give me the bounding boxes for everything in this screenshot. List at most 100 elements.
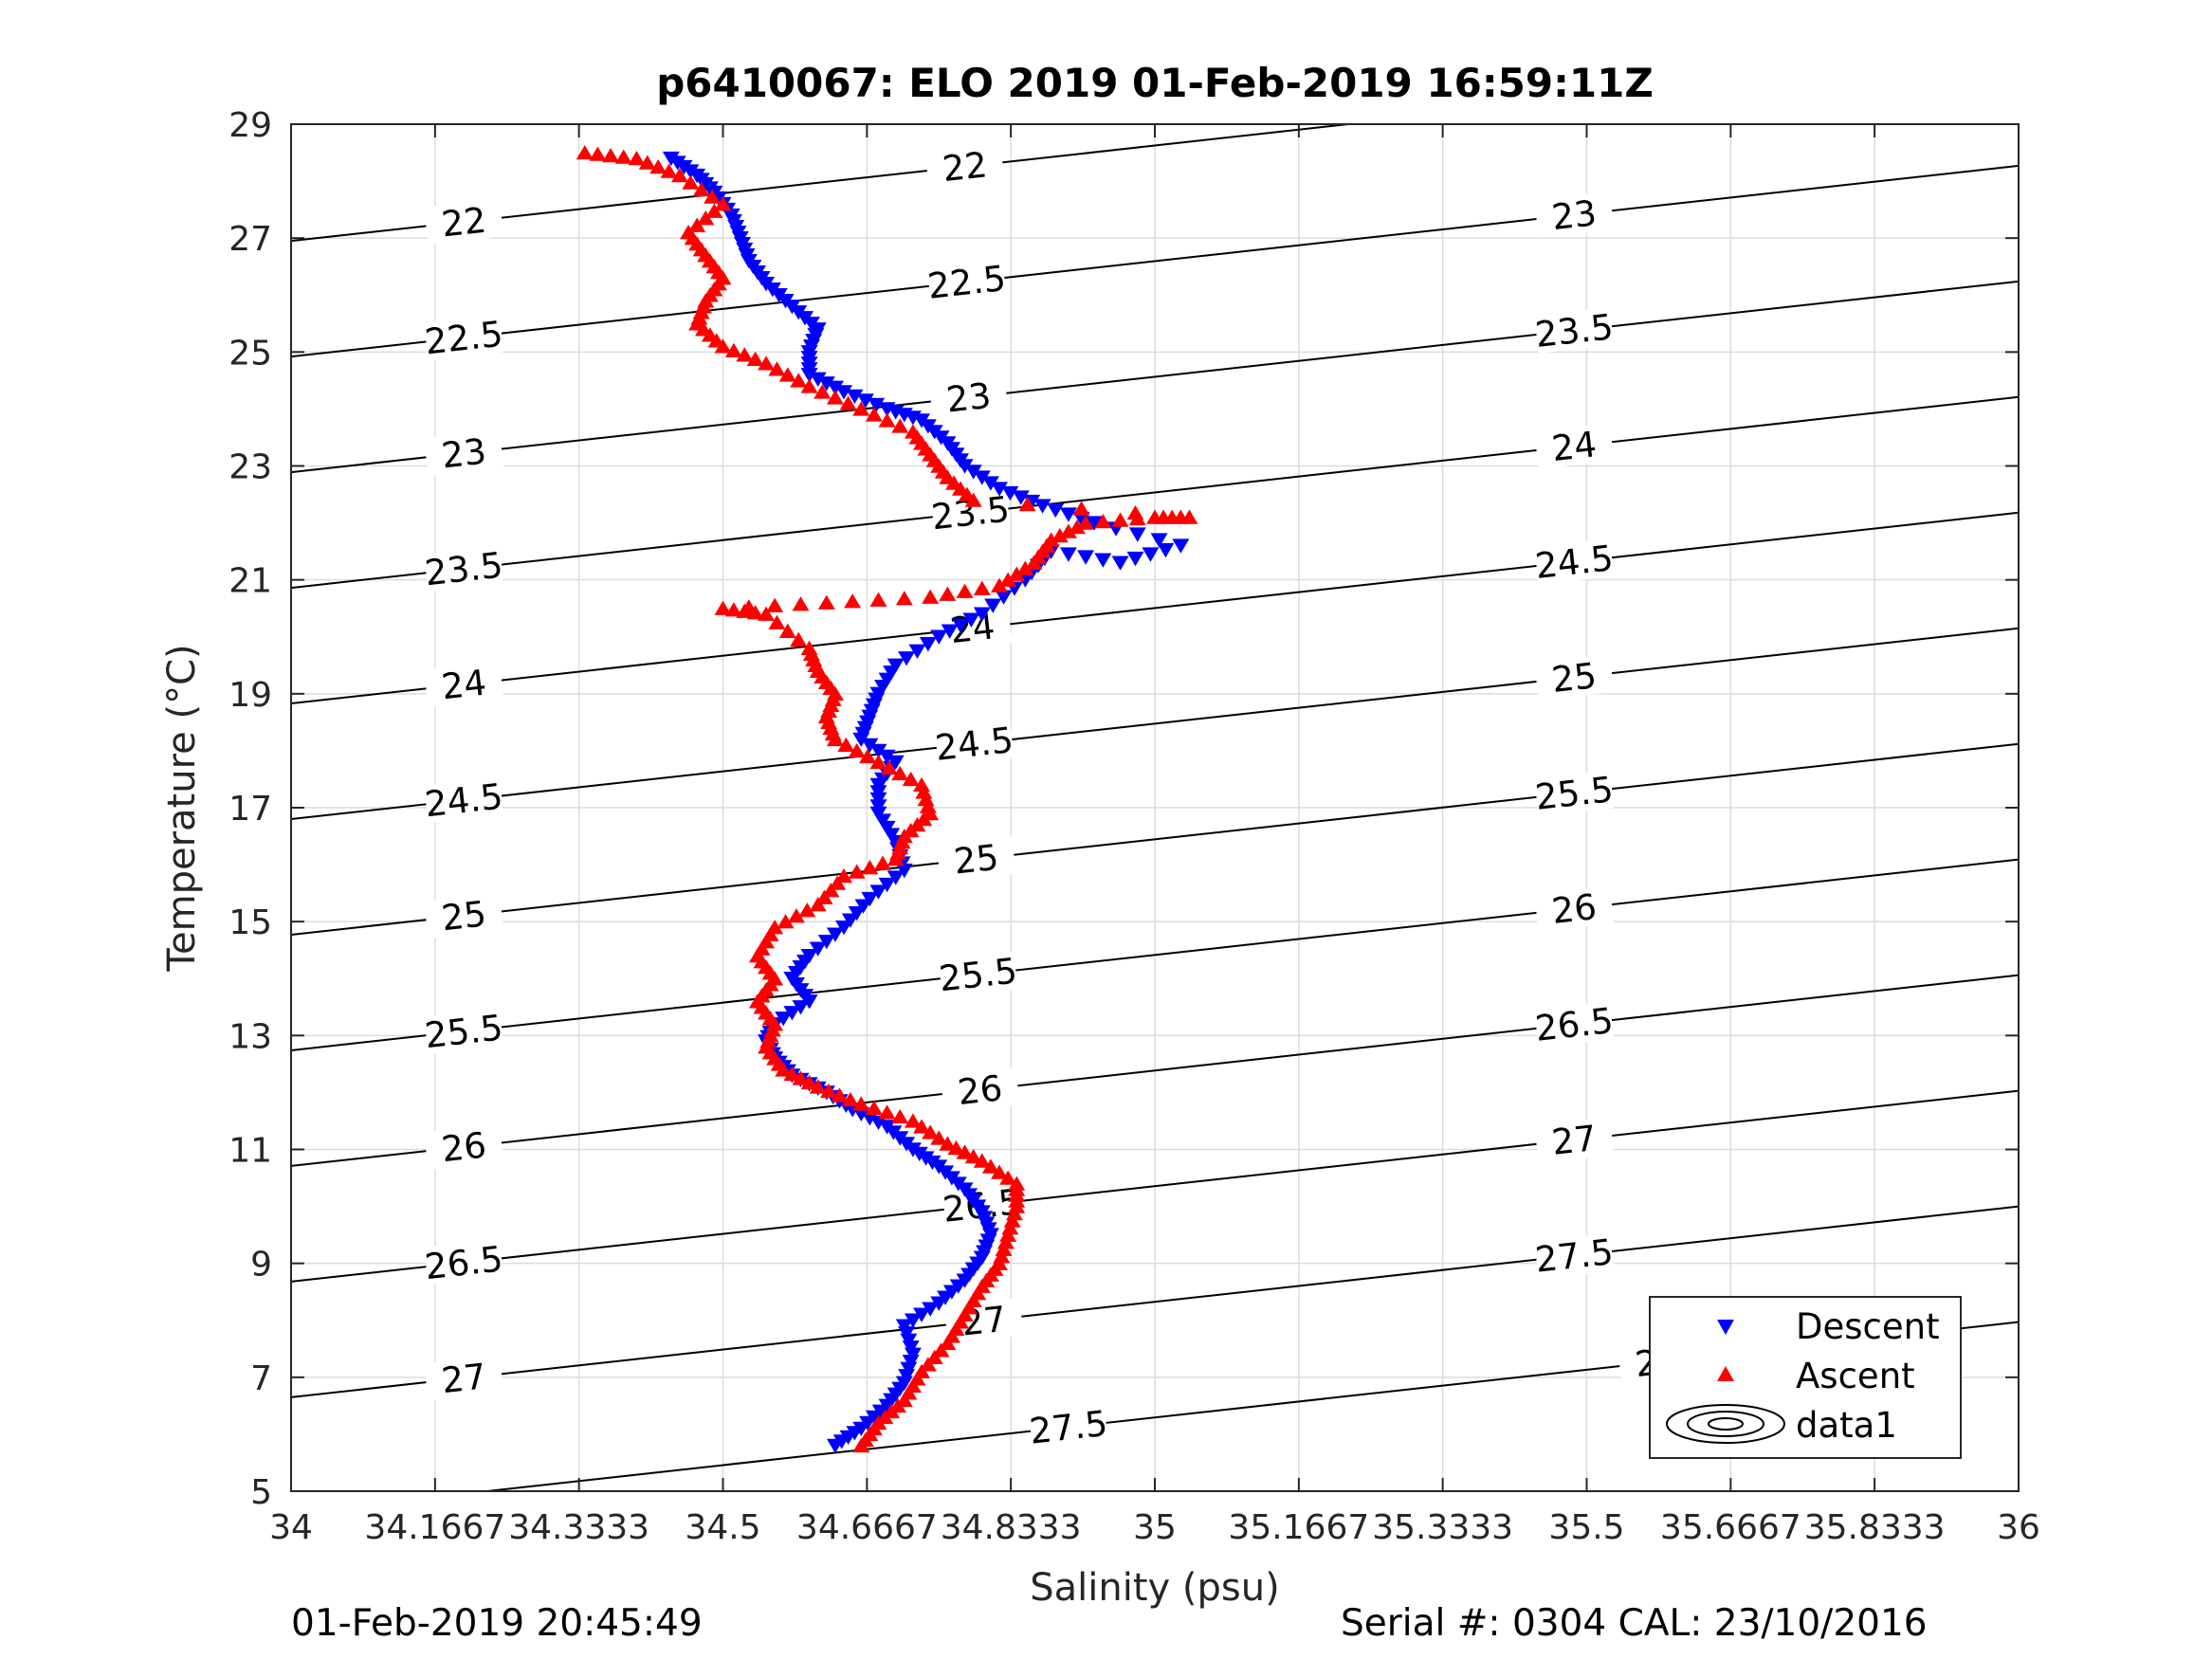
ascent-point bbox=[800, 378, 818, 393]
ascent-point bbox=[576, 144, 594, 160]
descent-point bbox=[962, 612, 980, 628]
descent-point bbox=[952, 618, 970, 633]
data-points bbox=[576, 144, 1198, 1454]
ascent-point bbox=[688, 217, 706, 232]
ascent-point bbox=[947, 1139, 965, 1156]
ascent-point bbox=[814, 384, 832, 399]
ascent-point bbox=[913, 776, 931, 793]
isopycnal-label-bg bbox=[1534, 1001, 1615, 1048]
isopycnal-label-bg bbox=[424, 198, 504, 246]
ascent-point bbox=[964, 1148, 982, 1164]
x-tick-label: 35.1667 bbox=[1228, 1508, 1369, 1547]
isopycnal-label-bg bbox=[424, 314, 504, 361]
ascent-point bbox=[999, 1170, 1017, 1185]
descent-point bbox=[898, 651, 916, 666]
descent-point bbox=[913, 1307, 931, 1322]
ascent-point bbox=[758, 356, 776, 371]
y-tick-label: 5 bbox=[250, 1473, 272, 1512]
isopycnal-label: 26 bbox=[1550, 886, 1600, 932]
ascent-point bbox=[878, 1104, 896, 1120]
descent-point bbox=[908, 644, 926, 659]
x-tick-label: 35 bbox=[1133, 1508, 1177, 1547]
isopycnal-label-bg bbox=[936, 835, 1016, 883]
isopycnal-line bbox=[291, 280, 2019, 474]
descent-point bbox=[869, 743, 887, 759]
y-tick-label: 21 bbox=[229, 562, 272, 601]
y-tick-label: 13 bbox=[229, 1017, 272, 1056]
isopycnal-label: 27 bbox=[1550, 1118, 1600, 1163]
isopycnal-label: 24.5 bbox=[423, 775, 505, 825]
y-tick-label: 9 bbox=[250, 1246, 272, 1285]
ascent-point bbox=[831, 1087, 849, 1103]
ascent-point bbox=[922, 589, 940, 604]
ascent-point bbox=[649, 158, 667, 174]
x-tick-label: 35.6667 bbox=[1660, 1508, 1801, 1547]
isopycnal-line bbox=[291, 627, 2019, 821]
isopycnal-label: 25.5 bbox=[1533, 769, 1616, 818]
ascent-point bbox=[809, 1079, 827, 1094]
descent-point bbox=[1086, 516, 1104, 531]
ascent-point bbox=[792, 1070, 810, 1085]
ascent-point bbox=[638, 155, 656, 170]
isopycnal-label-bg bbox=[932, 605, 1013, 651]
y-tick-label: 27 bbox=[229, 220, 272, 259]
x-tick-label: 34.6667 bbox=[796, 1508, 938, 1547]
ascent-point bbox=[895, 591, 913, 606]
footer-timestamp: 01-Feb-2019 20:45:49 bbox=[291, 1602, 703, 1645]
descent-point bbox=[878, 402, 896, 417]
descent-point bbox=[981, 476, 999, 491]
descent-point bbox=[1059, 507, 1077, 522]
isopycnal-line bbox=[291, 164, 2019, 358]
descent-point bbox=[1094, 553, 1112, 568]
descent-point bbox=[1059, 547, 1077, 562]
isopycnal-label-bg bbox=[924, 143, 1005, 190]
ascent-point bbox=[1008, 566, 1026, 581]
ascent-point bbox=[817, 594, 835, 610]
y-tick-label: 7 bbox=[250, 1359, 272, 1398]
ascent-point bbox=[740, 599, 758, 614]
ascent-point bbox=[1069, 519, 1087, 535]
ascent-point bbox=[956, 1144, 974, 1159]
chart-title: p6410067: ELO 2019 01-Feb-2019 16:59:11Z bbox=[656, 60, 1654, 106]
descent-point bbox=[1012, 490, 1030, 505]
descent-point bbox=[775, 1012, 793, 1027]
legend-data1-label: data1 bbox=[1796, 1405, 1897, 1446]
isopycnal-label-bg bbox=[1534, 1117, 1615, 1163]
isopycnal-label: 23 bbox=[439, 431, 488, 477]
ascent-point bbox=[778, 623, 796, 638]
ascent-point bbox=[826, 390, 844, 405]
isopycnal-label: 22.5 bbox=[423, 314, 505, 363]
isopycnal-label-bg bbox=[930, 489, 1011, 537]
y-tick-label: 25 bbox=[229, 334, 272, 373]
ascent-point bbox=[859, 748, 877, 764]
descent-point bbox=[792, 1000, 810, 1015]
legend: Descent Ascent data1 bbox=[1649, 1296, 1962, 1459]
isopycnal-label: 25 bbox=[1550, 655, 1600, 701]
ascent-point bbox=[837, 737, 855, 753]
descent-point bbox=[1126, 551, 1144, 567]
x-tick-label: 34.3333 bbox=[508, 1508, 649, 1547]
legend-ascent-label: Ascent bbox=[1796, 1356, 1915, 1396]
isopycnal-label-bg bbox=[424, 1123, 504, 1171]
ascent-point bbox=[913, 1119, 931, 1134]
isopycnal-line bbox=[291, 858, 2019, 1051]
isopycnal-line bbox=[291, 1205, 2019, 1398]
descent-point bbox=[835, 385, 853, 400]
ascent-point bbox=[1077, 515, 1095, 530]
descent-point bbox=[1077, 550, 1095, 565]
isopycnal-label-bg bbox=[424, 661, 504, 708]
ascent-point bbox=[746, 351, 764, 367]
ascent-point bbox=[902, 771, 920, 787]
ascent-point bbox=[844, 593, 862, 609]
ascent-point bbox=[820, 1083, 838, 1099]
descent-point bbox=[964, 465, 982, 480]
descent-point bbox=[846, 389, 864, 404]
descent-point bbox=[895, 1319, 913, 1334]
ascent-point bbox=[891, 418, 909, 433]
ascent-point bbox=[939, 1136, 957, 1151]
descent-point bbox=[887, 755, 905, 771]
ascent-point bbox=[835, 868, 853, 884]
ascent-point bbox=[848, 864, 866, 879]
x-tick-label: 36 bbox=[1997, 1508, 2040, 1547]
ascent-point bbox=[714, 196, 732, 211]
